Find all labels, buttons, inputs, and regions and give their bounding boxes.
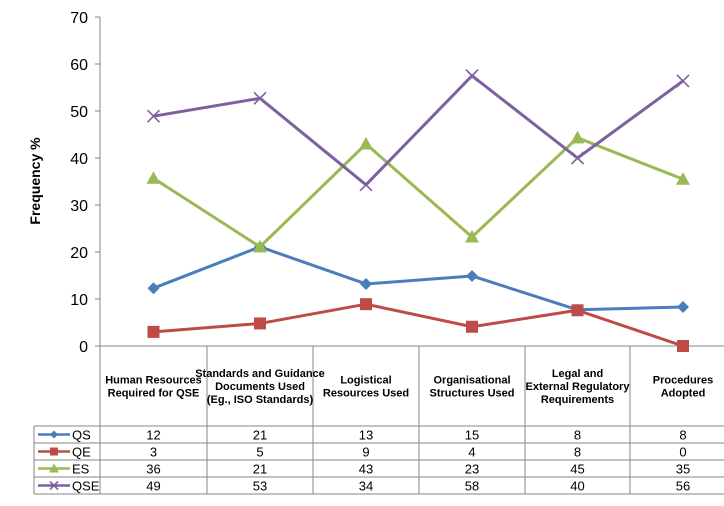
data-point-qe: [677, 340, 689, 352]
table-cell: 5: [256, 445, 263, 460]
data-point-qe: [571, 304, 584, 317]
table-cell: 45: [570, 462, 584, 477]
y-tick-label: 60: [70, 57, 88, 74]
table-cell: 8: [574, 445, 581, 460]
legend-label-qe: QE: [72, 445, 91, 460]
series-line-es: [152, 136, 684, 249]
data-point-qs: [466, 269, 478, 282]
y-tick-label: 40: [70, 151, 88, 168]
category-label: Organisational Structures Used: [430, 375, 515, 400]
y-tick-label: 50: [70, 104, 88, 121]
data-point-qe: [360, 298, 372, 311]
table-cell: 58: [465, 479, 479, 494]
table-cell: 36: [146, 462, 160, 477]
data-point-qse: [146, 109, 161, 123]
data-point-qse: [570, 151, 585, 165]
y-tick-label: 30: [70, 198, 88, 215]
data-point-es: [676, 172, 690, 185]
category-label: Procedures Adopted: [653, 375, 714, 400]
category-label: Standards and Guidance Documents Used (Eg.…: [195, 368, 325, 406]
y-tick-label: 70: [70, 10, 88, 27]
data-point-qse: [359, 178, 373, 192]
data-point-qse: [676, 74, 690, 88]
data-point-es: [465, 229, 479, 243]
table-cell: 15: [465, 428, 479, 443]
data-point-qe: [466, 320, 478, 333]
category-label: Legal and External Regulatory Requirements: [526, 368, 631, 406]
table-cell: 13: [359, 428, 373, 443]
series-line-qe: [153, 302, 684, 348]
table-cell: 21: [253, 462, 267, 477]
table-cell: 35: [676, 462, 690, 477]
y-axis: 0 10 20 30 40 50 60 70: [70, 10, 101, 356]
table-cell: 23: [465, 462, 479, 477]
data-point-es: [146, 171, 161, 184]
y-tick-label: 20: [70, 245, 88, 262]
legend-label-qse: QSE: [72, 479, 100, 494]
table-cell: 12: [146, 428, 160, 443]
table-cell: 34: [359, 479, 373, 494]
table-cell: 40: [570, 479, 584, 494]
legend-label-qs: QS: [72, 428, 91, 443]
table-cell: 56: [676, 479, 690, 494]
data-point-es: [253, 239, 267, 253]
table-cell: 49: [146, 479, 160, 494]
series-line-qse: [153, 74, 684, 187]
data-point-es: [570, 130, 585, 144]
series-line-qs: [152, 245, 684, 312]
data-point-qse: [465, 69, 479, 83]
legend-label-es: ES: [72, 462, 90, 477]
table-cell: 21: [253, 428, 267, 443]
data-point-es: [359, 136, 373, 150]
legend-key-qse: [38, 480, 70, 491]
data-point-qse: [253, 91, 267, 105]
data-point-qs: [147, 282, 160, 295]
plot-area: [146, 69, 690, 352]
table-cell: 0: [679, 445, 686, 460]
legend-key-qe: [38, 447, 70, 456]
table-cell: 8: [679, 428, 686, 443]
y-axis-title: Frequency %: [27, 137, 43, 225]
table-cell: 4: [468, 445, 475, 460]
table-cell: 53: [253, 479, 267, 494]
table-cell: 8: [574, 428, 581, 443]
table-cell: 9: [362, 445, 369, 460]
table-cell: 43: [359, 462, 373, 477]
data-point-qe: [147, 325, 160, 338]
legend-key-es: [38, 463, 70, 473]
y-tick-label: 0: [79, 339, 88, 356]
data-point-qs: [677, 300, 689, 313]
legend-key-qs: [38, 430, 70, 439]
data-point-qe: [254, 317, 266, 330]
y-tick-label: 10: [70, 292, 88, 309]
category-label: Human Resources Required for QSE: [105, 375, 202, 400]
data-point-qs: [360, 277, 372, 290]
category-label: Logistical Resources Used: [323, 375, 409, 400]
data-table: Human Resources Required for QSEStandards…: [33, 345, 724, 495]
table-cell: 3: [150, 445, 157, 460]
